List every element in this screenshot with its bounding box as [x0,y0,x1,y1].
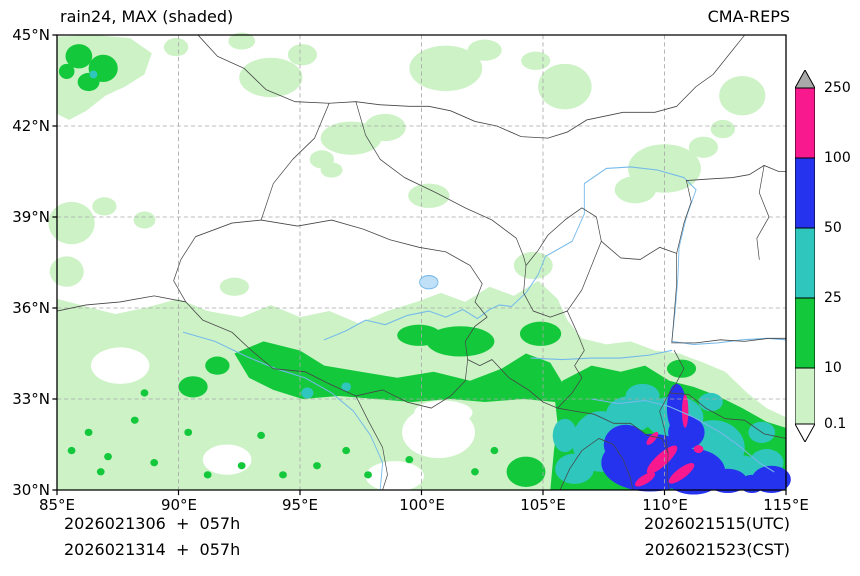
lat-tick-label: 45°N [12,26,50,44]
colorbar-label: 0.1 [824,416,847,432]
lat-tick-label: 42°N [12,117,50,135]
map-canvas [57,35,786,490]
init-time-utc: 2026021306 + 057h [64,514,241,533]
lon-tick-label: 90°E [160,496,198,514]
lon-tick-label: 100°E [399,496,445,514]
colorbar-label: 250 [824,80,851,96]
colorbar-label: 10 [824,360,842,376]
colorbar-label: 25 [824,290,842,306]
lat-tick-label: 30°N [12,481,50,499]
valid-time-utc: 2026021515(UTC) [644,514,790,533]
colorbar-over-triangle [794,68,816,89]
national-border [197,34,746,139]
province-borders [56,34,787,491]
precip-blue-layer [601,383,791,495]
gridlines-vertical [178,35,665,490]
qinghai-lake [419,274,439,290]
axis-ticks-left [52,35,57,490]
init-time-cst: 2026021314 + 057h [64,540,241,559]
colorbar-under-triangle [794,423,816,444]
colorbar-seg-50-100 [794,157,816,229]
lon-tick-label: 115°E [763,496,809,514]
axis-ticks-bottom [57,490,786,496]
map-plot-area [57,35,786,490]
lon-tick-label: 110°E [642,496,688,514]
precip-dry-holes [91,347,475,492]
colorbar-seg-01-10 [794,367,816,425]
lon-tick-label: 95°E [281,496,319,514]
lat-tick-label: 36°N [12,299,50,317]
lat-tick-label: 33°N [12,390,50,408]
colorbar-seg-100-250 [794,87,816,159]
lon-tick-label: 105°E [520,496,566,514]
model-name-label: CMA-REPS [707,7,790,26]
colorbar [794,68,816,446]
colorbar-label: 50 [824,220,842,236]
lon-tick-label: 85°E [38,496,76,514]
colorbar-seg-10-25 [794,297,816,369]
colorbar-label: 100 [824,150,851,166]
page-title: rain24, MAX (shaded) [60,7,234,26]
precip-magenta-layer [635,394,704,487]
colorbar-canvas [794,68,816,444]
valid-time-cst: 2026021523(CST) [644,540,790,559]
colorbar-seg-25-50 [794,227,816,299]
lat-tick-label: 39°N [12,208,50,226]
